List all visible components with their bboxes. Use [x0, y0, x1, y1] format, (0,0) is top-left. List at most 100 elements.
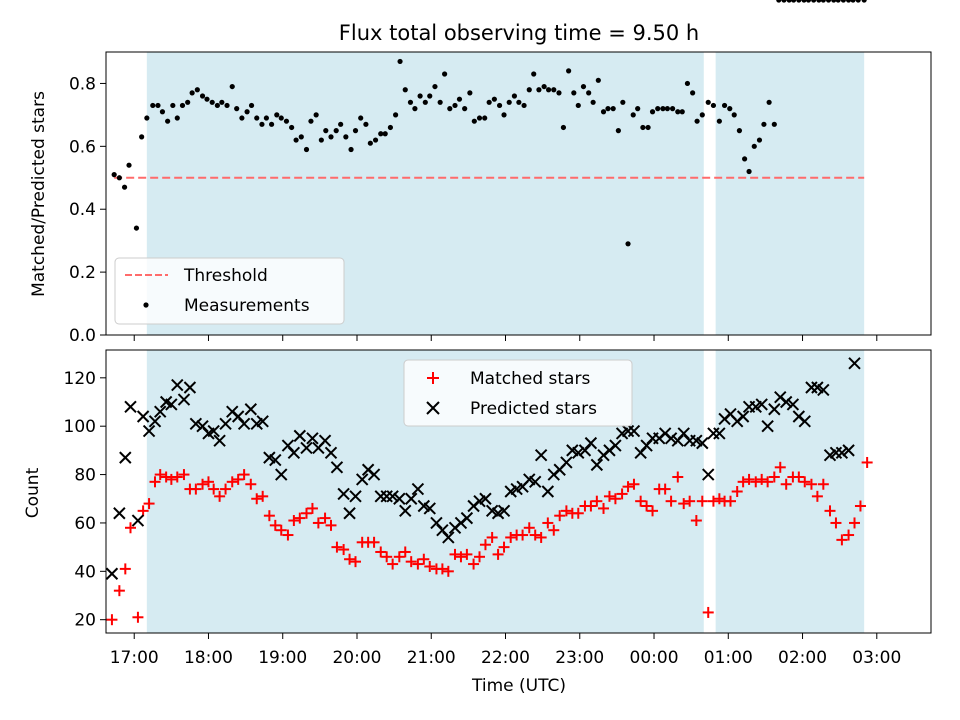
predicted-star-point — [355, 473, 369, 486]
x-tick-label-0: 17:00 — [110, 648, 159, 668]
measurement-point — [199, 93, 206, 99]
predicted-marker-b — [159, 395, 173, 409]
measurement-point — [536, 87, 542, 93]
matched-star-point — [529, 529, 541, 541]
measurement-point — [684, 80, 691, 87]
predicted-star-point — [399, 504, 412, 518]
bottom-legend: Matched stars Predicted stars — [403, 359, 633, 427]
matched-star-point — [393, 551, 405, 563]
matched-legend-marker — [427, 372, 439, 384]
measurement-point — [630, 112, 636, 118]
top-y-tick-label-0: 0.0 — [69, 326, 96, 346]
matched-star-point — [137, 505, 149, 517]
predicted-marker-b — [566, 444, 579, 457]
matched-star-point — [824, 505, 836, 517]
measurement-point — [541, 83, 547, 90]
measurement-point — [746, 168, 752, 175]
bottom-axes: 20 40 60 80 100 120 17:00 18:00 19:00 20:00 21:00 2… — [64, 349, 932, 668]
matched-star-point — [405, 556, 417, 568]
measurement-point — [179, 102, 186, 109]
matched-star-point — [659, 483, 671, 495]
matched-star-point — [263, 510, 275, 522]
top-measurement-points — [111, 0, 867, 247]
predicted-marker-b — [318, 434, 332, 447]
matched-star-point — [300, 507, 312, 519]
predicted-star-point — [609, 439, 622, 452]
predicted-marker-b — [713, 427, 726, 440]
predicted-star-point — [244, 403, 258, 416]
measurement-point — [313, 112, 319, 118]
predicted-marker-b — [148, 415, 162, 428]
predicted-star-point — [393, 492, 406, 505]
bottom-y-tick-label-3: 80 — [74, 466, 96, 486]
matched-star-point — [132, 611, 144, 623]
measurement-point — [248, 102, 255, 109]
matched-star-point — [628, 478, 640, 490]
measurements-legend-marker — [143, 302, 149, 308]
measurement-point — [796, 0, 802, 3]
measurement-point — [402, 87, 408, 93]
matched-star-point — [269, 519, 281, 531]
measurement-point — [551, 87, 557, 93]
matched-star-point — [616, 488, 628, 500]
predicted-marker-b — [609, 439, 622, 452]
matched-star-point — [635, 495, 647, 507]
matched-star-point — [713, 493, 725, 505]
top-panel: 0.00.20.40.60.8 Matched/Predicted stars … — [29, 0, 932, 346]
measurement-point — [412, 106, 418, 112]
measurement-point — [328, 134, 334, 140]
measurement-point — [293, 137, 299, 143]
predicted-star-point — [207, 424, 220, 438]
predicted-marker-b — [231, 410, 245, 423]
predicted-star-point — [460, 511, 474, 525]
measurement-point — [669, 106, 676, 112]
measurement-point — [545, 87, 552, 93]
predicted-marker-b — [798, 415, 811, 428]
matched-star-point — [805, 478, 817, 490]
matched-star-point — [560, 505, 572, 517]
x-tick-label-2: 19:00 — [258, 648, 307, 668]
predicted-marker-b — [690, 434, 703, 447]
matched-star-point — [690, 515, 702, 527]
predicted-star-point — [590, 458, 604, 472]
predicted-star-point — [154, 405, 167, 418]
matched-star-point — [154, 469, 166, 481]
matched-star-point — [312, 517, 324, 529]
predicted-marker-b — [213, 434, 226, 447]
matched-legend-label: Matched stars — [470, 369, 590, 389]
matched-star-point — [768, 471, 780, 483]
measurement-point — [358, 115, 364, 121]
measurement-point — [731, 112, 737, 118]
predicted-marker-b — [263, 451, 276, 464]
matched-star-point — [743, 473, 755, 485]
predicted-marker-b — [627, 424, 641, 438]
measurement-point — [367, 140, 373, 146]
bottom-axes-frame — [105, 349, 932, 634]
predicted-star-point — [256, 415, 269, 428]
predicted-marker-b — [171, 378, 184, 392]
measurement-point — [600, 109, 607, 115]
x-tick-label-4: 21:00 — [407, 648, 456, 668]
predicted-star-point — [330, 461, 344, 474]
measurement-point — [516, 99, 522, 105]
predicted-star-point — [337, 487, 350, 501]
measurement-point — [432, 83, 438, 90]
matched-star-point — [226, 476, 238, 488]
measurement-point — [835, 0, 841, 3]
measurement-point — [736, 128, 743, 134]
x-tick-label-3: 20:00 — [332, 648, 381, 668]
predicted-marker-b — [761, 419, 774, 433]
matched-star-point — [542, 517, 554, 529]
predicted-marker-b — [207, 424, 220, 438]
matched-star-point — [725, 495, 737, 507]
measurement-point — [165, 118, 171, 124]
predicted-marker-b — [541, 485, 555, 498]
predicted-marker-b — [848, 357, 861, 370]
top-shaded-band-1 — [715, 52, 865, 335]
x-tick-label-1: 18:00 — [184, 648, 233, 668]
measurement-point — [615, 128, 621, 134]
matched-star-point — [585, 500, 597, 512]
predicted-star-point — [768, 403, 781, 416]
measurement-point — [526, 87, 532, 93]
matched-star-point — [498, 541, 510, 553]
